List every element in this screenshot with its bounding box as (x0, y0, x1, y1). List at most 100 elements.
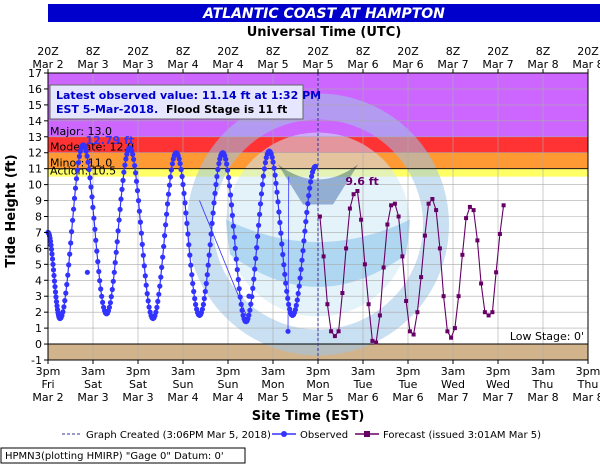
observed-point-44 (76, 153, 82, 159)
observed-point-184 (212, 190, 218, 196)
observed-point-129 (159, 264, 165, 270)
bottom-tick-time-96: 3pm (396, 365, 421, 378)
footer-box-bg (0, 447, 246, 464)
y-tick-label-17: 17 (28, 67, 42, 80)
observed-point-5 (47, 238, 54, 244)
observed-point-221 (248, 301, 254, 307)
latest-value-line1: Latest observed value: 11.14 ft at 1:32 … (56, 89, 321, 102)
observed-point-159 (188, 262, 194, 268)
observed-point-163 (192, 296, 198, 302)
observed-point-132 (162, 233, 168, 239)
observed-point-131 (161, 243, 167, 250)
observed-point-8 (49, 251, 55, 257)
forecast-point-46 (490, 310, 495, 315)
flood-band-label-1: Moderate: 12.0 (50, 141, 134, 154)
y-tick-label-11: 11 (28, 163, 42, 176)
forecast-point-1 (321, 254, 326, 259)
forecast-point-29 (426, 201, 431, 206)
observed-point-38 (71, 206, 77, 212)
top-tick-date-84: Mar 6 (347, 58, 378, 71)
forecast-point-49 (501, 203, 506, 208)
top-tick-label-60: 8Z (266, 45, 281, 58)
observed-point-42 (74, 167, 80, 173)
forecast-point-17 (381, 265, 386, 270)
latest-value-box: Latest observed value: 11.14 ft at 1:32 … (49, 84, 321, 120)
forecast-point-39 (464, 216, 469, 221)
observed-point-197 (225, 167, 231, 173)
bottom-axis-title: Site Time (EST) (252, 409, 365, 424)
observed-series (45, 142, 318, 334)
bottom-tick-day-132: Thu (532, 378, 554, 391)
forecast-point-11 (359, 217, 364, 222)
observed-point-176 (204, 272, 210, 278)
observed-point-12 (51, 272, 57, 279)
bottom-tick-date-132: Mar 8 (527, 391, 558, 404)
observed-point-253 (279, 241, 285, 247)
bottom-tick-day-120: Wed (486, 378, 510, 391)
observed-point-172 (200, 301, 206, 308)
observed-point-188 (216, 161, 222, 167)
observed-point-32 (65, 272, 71, 278)
legend-graph-created: Graph Created (3:06PM Mar 5, 2018) (86, 430, 271, 441)
observed-point-63 (95, 259, 101, 265)
bottom-tick-date-48: Mar 4 (212, 391, 243, 404)
observed-point-60 (92, 226, 98, 232)
low-stage-label: Low Stage: 0' (510, 330, 584, 343)
observed-point-255 (281, 262, 287, 268)
bottom-tick-date-144: Mar 8 (572, 391, 600, 404)
observed-point-67 (99, 293, 105, 299)
observed-point-27 (60, 309, 66, 315)
observed-point-150 (179, 173, 185, 180)
observed-point-198 (226, 174, 232, 181)
observed-spike-0 (84, 269, 90, 275)
top-tick-label-12: 8Z (86, 45, 101, 58)
observed-point-140 (169, 161, 175, 167)
observed-point-35 (68, 240, 74, 246)
observed-point-230 (257, 211, 263, 217)
observed-point-34 (67, 251, 73, 257)
top-tick-label-108: 8Z (446, 45, 461, 58)
observed-point-127 (157, 283, 163, 289)
bottom-tick-date-0: Mar 2 (32, 391, 63, 404)
observed-point-276 (301, 238, 307, 244)
forecast-point-20 (392, 201, 397, 206)
observed-point-272 (297, 275, 303, 281)
forecast-point-36 (452, 326, 457, 331)
bottom-tick-day-60: Mon (261, 378, 284, 391)
bottom-tick-day-36: Sun (173, 378, 194, 391)
bottom-tick-date-96: Mar 6 (392, 391, 423, 404)
observed-point-16 (53, 294, 59, 300)
observed-point-250 (276, 209, 282, 215)
observed-point-247 (273, 180, 279, 186)
forecast-point-38 (460, 252, 465, 257)
observed-point-203 (230, 223, 236, 229)
bottom-tick-day-144: Thu (577, 378, 599, 391)
observed-point-114 (144, 291, 150, 297)
observed-point-135 (164, 201, 171, 207)
top-tick-date-48: Mar 4 (212, 58, 243, 71)
top-tick-label-120: 20Z (487, 45, 509, 58)
y-tick-label-14: 14 (28, 115, 42, 128)
observed-point-88 (119, 186, 125, 192)
forecast-series (317, 189, 506, 345)
observed-point-53 (85, 159, 91, 165)
observed-point-103 (133, 178, 140, 184)
observed-point-89 (120, 177, 126, 183)
observed-point-126 (156, 291, 162, 297)
observed-point-257 (283, 280, 289, 286)
observed-point-108 (138, 230, 144, 236)
top-tick-label-24: 20Z (127, 45, 149, 58)
observed-point-55 (87, 175, 93, 181)
forecast-point-28 (422, 233, 427, 238)
observed-point-277 (302, 228, 308, 234)
observed-point-249 (275, 199, 281, 205)
observed-point-83 (114, 239, 120, 245)
forecast-point-6 (340, 291, 345, 295)
bottom-tick-date-24: Mar 3 (122, 391, 153, 404)
observed-point-182 (210, 210, 216, 216)
observed-point-224 (251, 276, 257, 282)
observed-point-173 (201, 296, 207, 302)
observed-point-157 (186, 242, 192, 248)
legend-observed: Observed (300, 430, 348, 441)
